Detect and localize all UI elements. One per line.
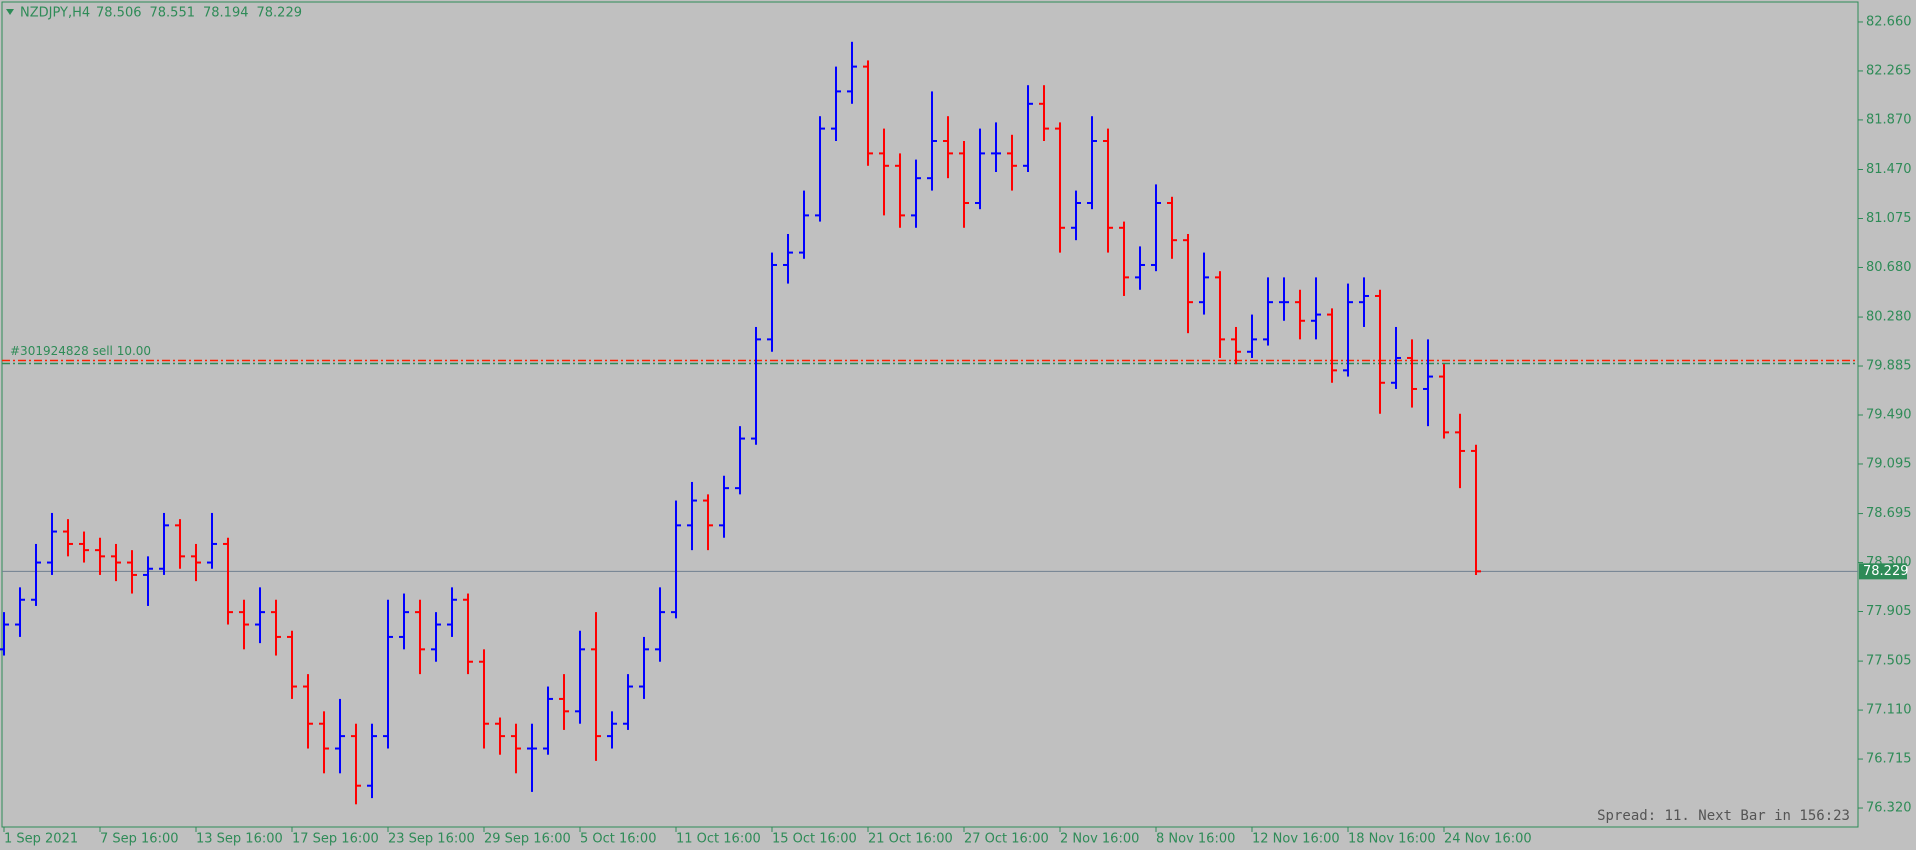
y-tick-label: 81.075 (1866, 211, 1912, 226)
x-tick-label: 2 Nov 16:00 (1060, 832, 1139, 847)
y-tick-label: 78.695 (1866, 506, 1912, 521)
symbol: NZDJPY,H4 (20, 6, 90, 21)
y-tick-label: 76.320 (1866, 801, 1912, 816)
x-tick-label: 23 Sep 16:00 (388, 832, 475, 847)
y-tick-label: 77.505 (1866, 654, 1912, 669)
x-tick-label: 5 Oct 16:00 (580, 832, 656, 847)
x-tick-label: 29 Sep 16:00 (484, 832, 571, 847)
header-value: 78.229 (257, 6, 303, 21)
y-tick-label: 80.680 (1866, 260, 1912, 275)
y-tick-label: 82.265 (1866, 63, 1912, 78)
y-tick-label: 79.885 (1866, 359, 1912, 374)
x-tick-label: 8 Nov 16:00 (1156, 832, 1235, 847)
x-tick-label: 13 Sep 16:00 (196, 832, 283, 847)
x-tick-label: 7 Sep 16:00 (100, 832, 179, 847)
y-tick-label: 76.715 (1866, 752, 1912, 767)
y-tick-label: 77.110 (1866, 703, 1912, 718)
status: Spread: 11. Next Bar in 156:23 (1597, 808, 1850, 824)
x-tick-label: 27 Oct 16:00 (964, 832, 1049, 847)
x-tick-label: 17 Sep 16:00 (292, 832, 379, 847)
y-tick-label: 81.470 (1866, 162, 1912, 177)
y-tick-label: 79.095 (1866, 456, 1912, 471)
y-tick-label: 79.490 (1866, 408, 1912, 423)
x-tick-label: 12 Nov 16:00 (1252, 832, 1340, 847)
header-value: 78.194 (203, 6, 249, 21)
y-tick-label: 81.870 (1866, 112, 1912, 127)
x-tick-label: 18 Nov 16:00 (1348, 832, 1436, 847)
y-tick-label: 82.660 (1866, 14, 1912, 29)
order-label: #301924828 sell 10.00 (10, 344, 151, 358)
x-tick-label: 24 Nov 16:00 (1444, 832, 1532, 847)
plot-frame (1, 1, 1859, 828)
x-tick-label: 15 Oct 16:00 (772, 832, 857, 847)
menu-triangle (6, 9, 14, 15)
price-box (1859, 563, 1907, 580)
y-tick-label: 77.905 (1866, 604, 1912, 619)
header-value: 78.551 (150, 6, 196, 21)
x-tick-label: 11 Oct 16:00 (676, 832, 761, 847)
x-tick-label: 1 Sep 2021 (4, 832, 78, 847)
y-tick-label: 80.280 (1866, 310, 1912, 325)
header-value: 78.506 (96, 6, 142, 21)
x-tick-label: 21 Oct 16:00 (868, 832, 953, 847)
price-label: 78.229 (1863, 564, 1909, 579)
